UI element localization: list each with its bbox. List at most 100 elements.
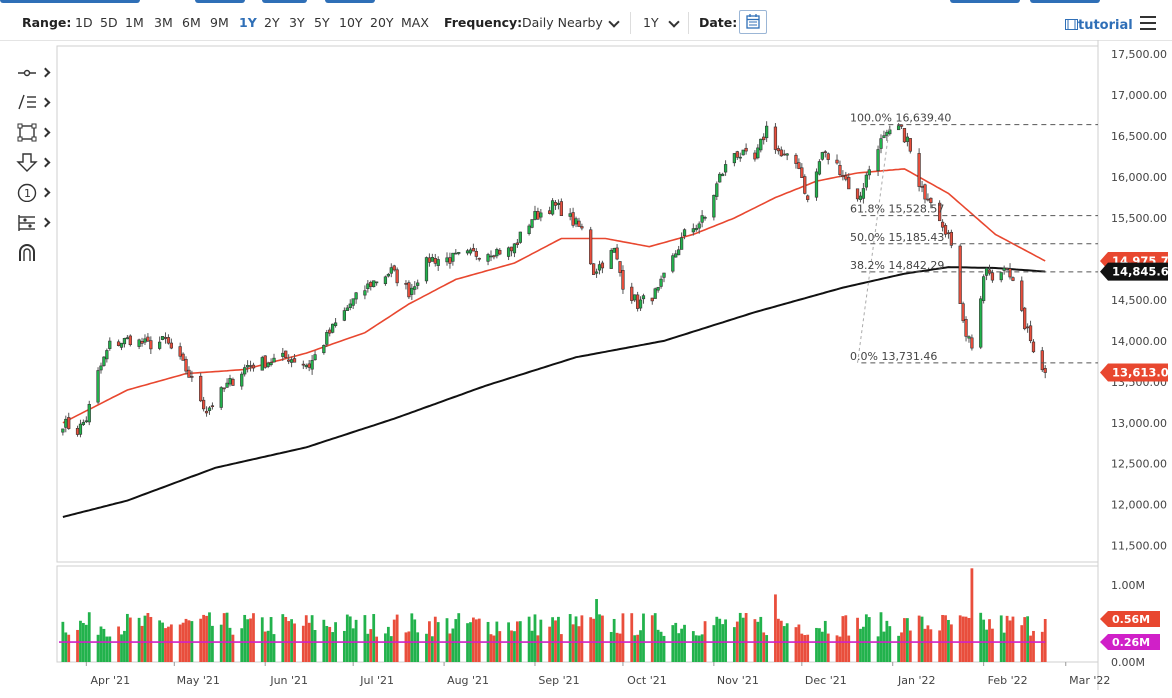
range-9m-button[interactable]: 9M bbox=[210, 15, 229, 30]
volume-bar bbox=[413, 619, 417, 662]
candle-body bbox=[940, 221, 945, 228]
candle-body bbox=[404, 282, 408, 285]
volume-bar bbox=[753, 619, 757, 662]
candle-body bbox=[369, 281, 373, 287]
volume-bar bbox=[639, 630, 642, 662]
candle-body bbox=[835, 159, 839, 164]
volume-bar bbox=[800, 633, 804, 662]
candle-body bbox=[105, 350, 109, 360]
volume-bar bbox=[416, 632, 420, 662]
volume-bar bbox=[425, 633, 428, 662]
toolbar-divider bbox=[630, 12, 631, 34]
volume-bar bbox=[1023, 617, 1027, 662]
range-2y-button[interactable]: 2Y bbox=[264, 15, 280, 30]
volume-bar bbox=[228, 627, 232, 662]
frequency-select[interactable]: Daily Nearby bbox=[522, 15, 603, 30]
volume-bar bbox=[366, 633, 370, 662]
volume-bar bbox=[527, 616, 531, 662]
tutorial-link[interactable]: tutorial bbox=[1065, 18, 1133, 33]
frequency-label: Frequency: bbox=[444, 15, 523, 30]
candle-body bbox=[342, 310, 346, 321]
magnet-tool[interactable] bbox=[12, 240, 54, 264]
menu-icon[interactable] bbox=[1140, 16, 1156, 30]
volume-bar bbox=[944, 615, 947, 662]
volume-bar bbox=[539, 619, 543, 662]
volume-bar bbox=[67, 634, 71, 662]
volume-bar bbox=[671, 625, 675, 662]
calendar-icon bbox=[746, 14, 760, 29]
volume-bar bbox=[102, 628, 106, 662]
range-1m-button[interactable]: 1M bbox=[125, 15, 144, 30]
volume-bar bbox=[759, 616, 763, 662]
volume-bar bbox=[454, 619, 458, 662]
range-6m-button[interactable]: 6M bbox=[182, 15, 201, 30]
candle-body bbox=[882, 135, 886, 138]
volume-bar bbox=[477, 618, 481, 662]
candle-body bbox=[345, 307, 349, 311]
range-10y-button[interactable]: 10Y bbox=[339, 15, 363, 30]
candle-body bbox=[943, 225, 948, 235]
fib-level-label: 38.2% 14,842.29 bbox=[850, 259, 944, 272]
range-max-button[interactable]: MAX bbox=[401, 15, 429, 30]
volume-bar bbox=[208, 612, 211, 662]
candle-body bbox=[207, 407, 212, 411]
candle-body bbox=[958, 245, 962, 304]
range-20y-button[interactable]: 20Y bbox=[370, 15, 394, 30]
candle-body bbox=[550, 200, 555, 215]
volume-bar bbox=[876, 636, 880, 662]
arrow-tool[interactable] bbox=[12, 150, 54, 174]
volume-bar bbox=[577, 626, 581, 662]
fibonacci-tool[interactable] bbox=[12, 210, 54, 234]
candle-body bbox=[495, 249, 499, 257]
volume-bar bbox=[240, 628, 244, 662]
price-tick-label: 17,500.00 bbox=[1111, 48, 1167, 61]
range-1y-button[interactable]: 1Y bbox=[239, 15, 257, 30]
volume-bar bbox=[128, 617, 132, 662]
volume-bar bbox=[967, 617, 971, 662]
candle-body bbox=[653, 288, 657, 299]
candle-body bbox=[568, 213, 572, 217]
volume-bar bbox=[167, 626, 170, 662]
volume-bar bbox=[205, 615, 208, 662]
candle-body bbox=[732, 153, 737, 164]
volume-bar bbox=[903, 618, 906, 662]
x-tick-label: Aug '21 bbox=[447, 674, 489, 687]
crosshair-tool[interactable] bbox=[12, 60, 54, 84]
candle-body bbox=[506, 247, 511, 257]
candle-body bbox=[638, 299, 643, 309]
line-tools[interactable] bbox=[12, 90, 54, 114]
x-tick-label: Dec '21 bbox=[805, 674, 847, 687]
candle-body bbox=[204, 410, 209, 414]
volume-bar bbox=[715, 616, 719, 662]
range-5y-button[interactable]: 5Y bbox=[314, 15, 330, 30]
x-tick-label: Nov '21 bbox=[717, 674, 759, 687]
volume-bar bbox=[815, 627, 818, 662]
volume-bar bbox=[322, 619, 326, 662]
candle-body bbox=[392, 265, 396, 271]
candle-body bbox=[375, 281, 379, 284]
volume-bar bbox=[551, 617, 554, 662]
candle-body bbox=[785, 153, 789, 156]
candle-body bbox=[679, 237, 684, 250]
shape-tool[interactable] bbox=[12, 120, 54, 144]
period-select[interactable]: 1Y bbox=[643, 15, 659, 30]
candle-body bbox=[600, 262, 605, 269]
candle-body bbox=[721, 173, 725, 177]
volume-bar bbox=[926, 625, 930, 662]
range-5d-button[interactable]: 5D bbox=[100, 15, 118, 30]
volume-bar bbox=[595, 599, 598, 662]
volume-bar bbox=[718, 618, 722, 662]
candle-body bbox=[178, 346, 182, 357]
volume-bar bbox=[683, 624, 686, 662]
range-3m-button[interactable]: 3M bbox=[154, 15, 173, 30]
candle-body bbox=[703, 216, 707, 219]
volume-bar bbox=[864, 614, 868, 662]
annotation-tool[interactable]: 1 bbox=[12, 180, 54, 204]
range-3y-button[interactable]: 3Y bbox=[289, 15, 305, 30]
range-1d-button[interactable]: 1D bbox=[75, 15, 93, 30]
calendar-button[interactable] bbox=[739, 10, 767, 34]
candle-body bbox=[430, 257, 434, 262]
candle-body bbox=[454, 252, 458, 255]
candle-body bbox=[671, 255, 675, 272]
